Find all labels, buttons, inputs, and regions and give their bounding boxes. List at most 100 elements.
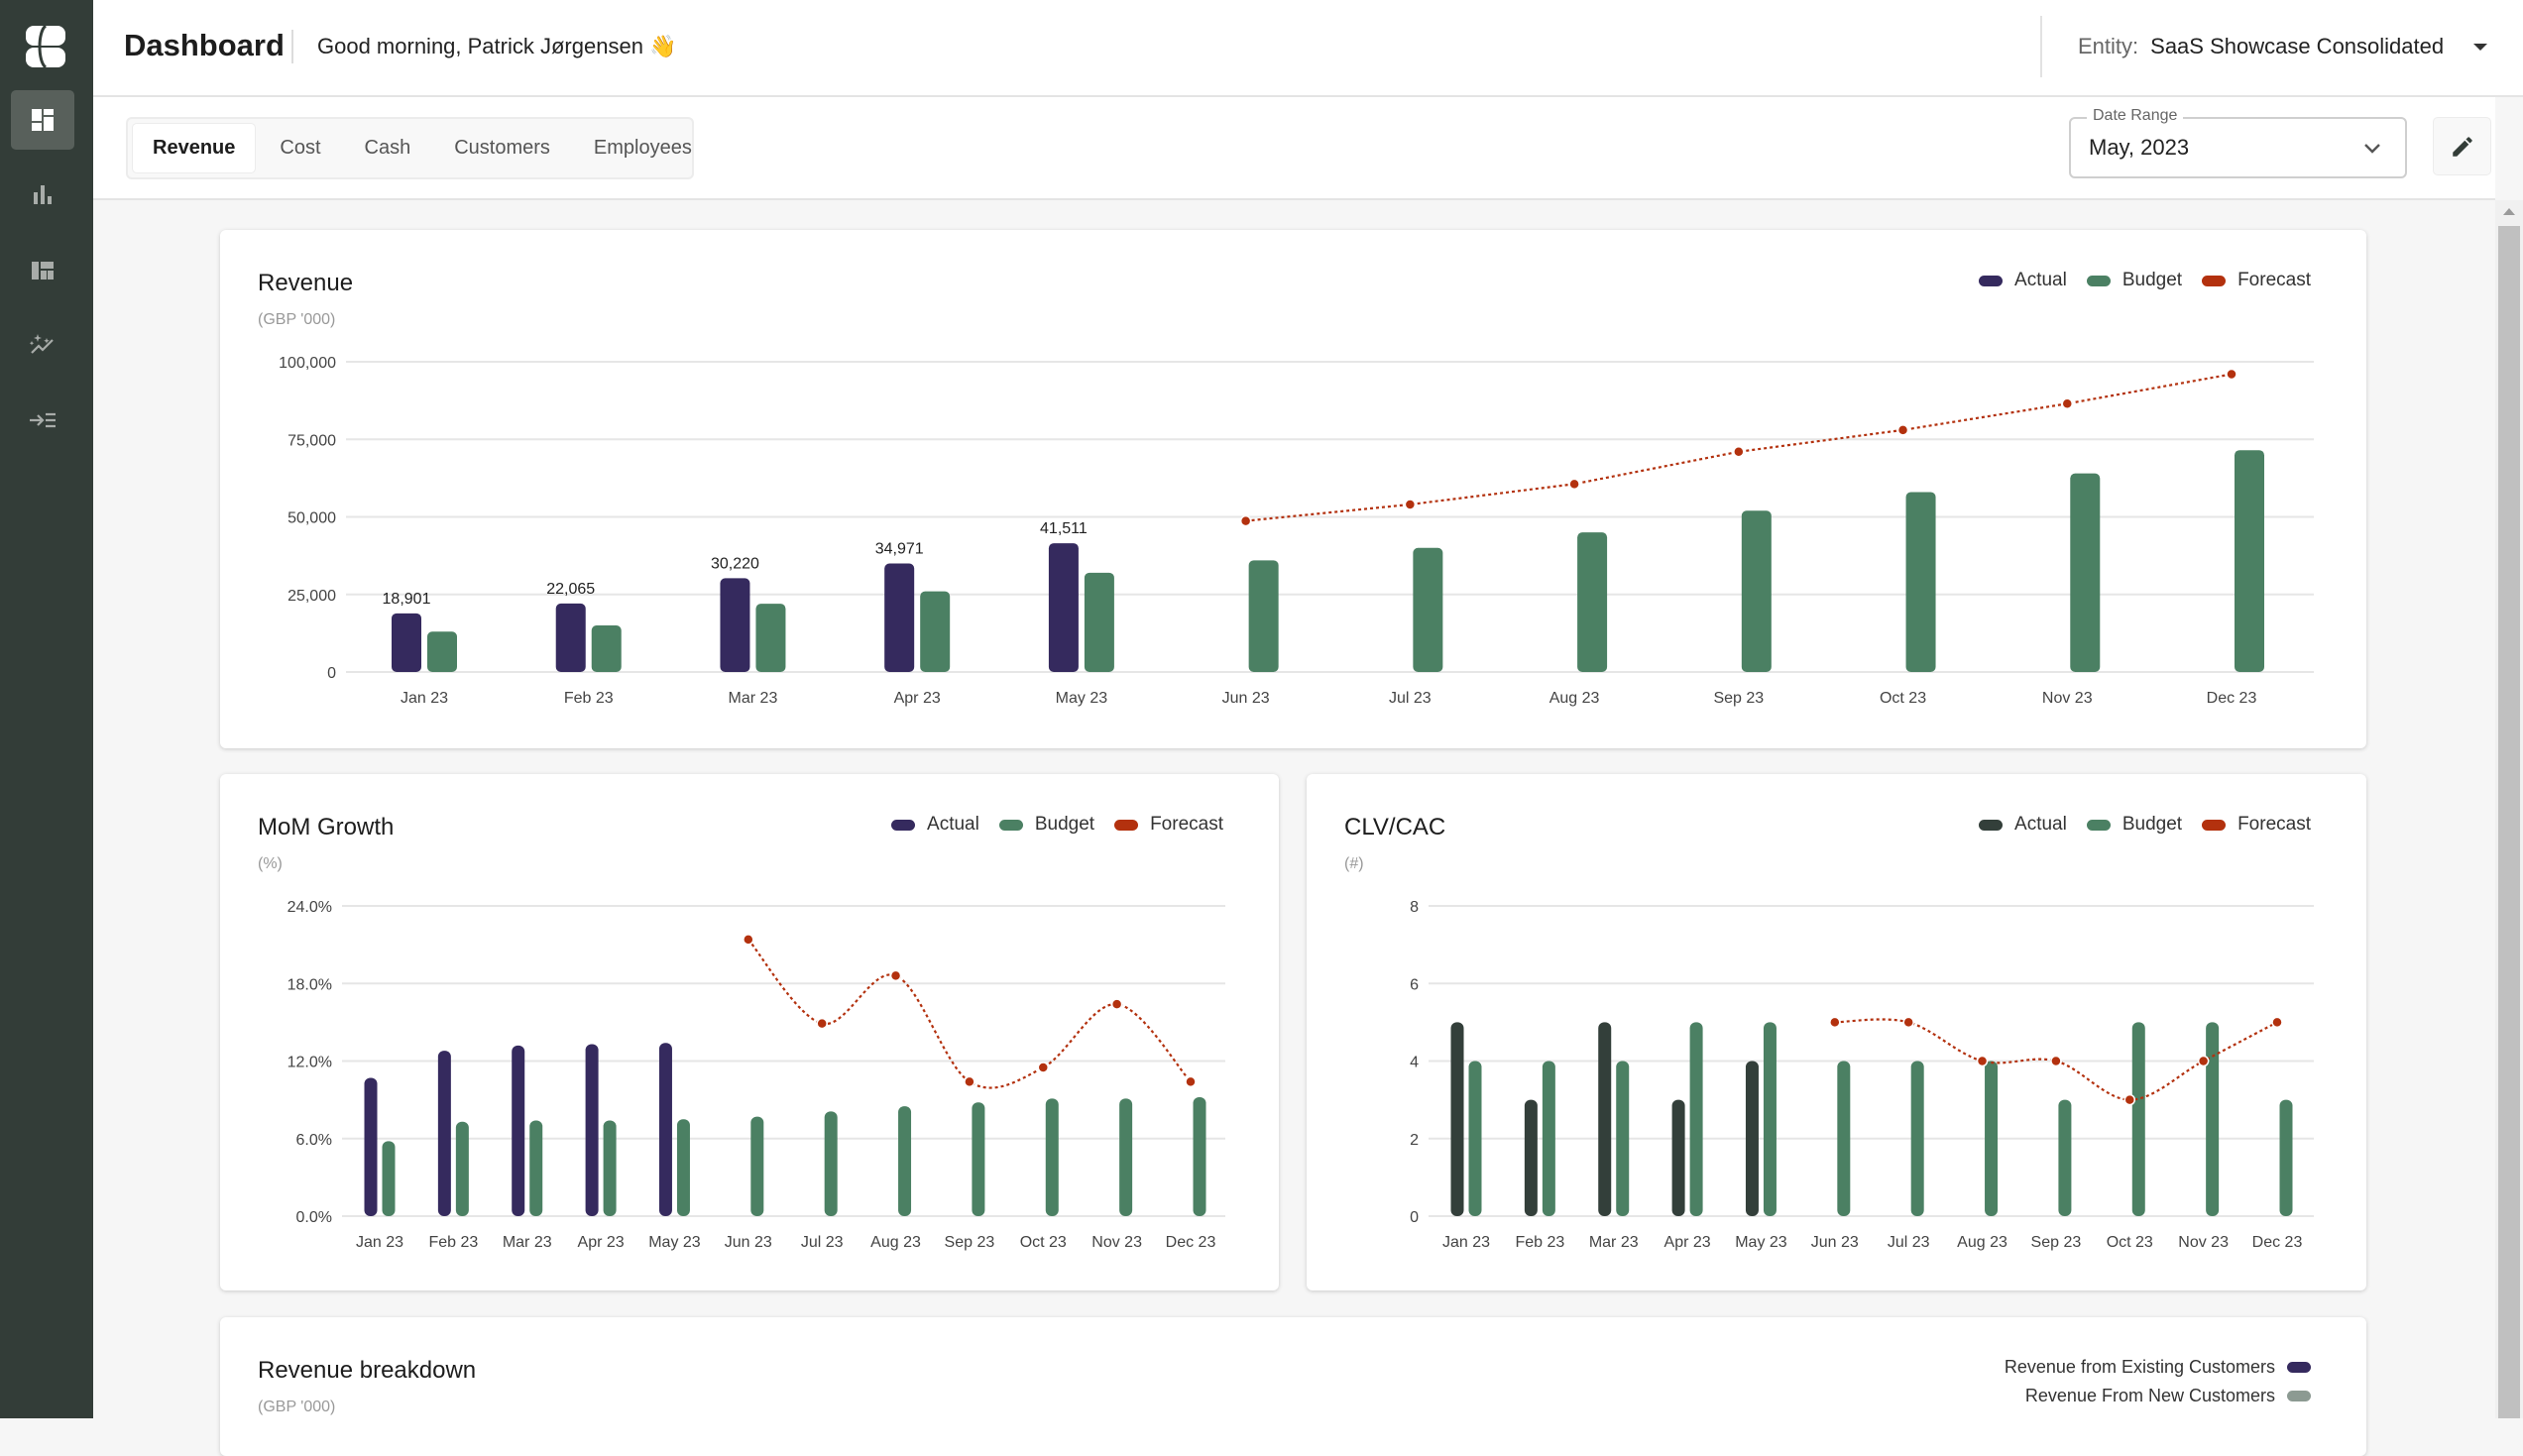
bar-actual <box>392 614 421 672</box>
sidebar-item-insights[interactable] <box>11 314 74 374</box>
divider <box>2040 16 2042 77</box>
bar-budget <box>2206 1022 2219 1216</box>
revenue-card: Revenue (GBP '000) Actual Budget Forecas… <box>220 230 2366 748</box>
tab-revenue[interactable]: Revenue <box>132 123 256 173</box>
bar-budget <box>529 1120 542 1216</box>
forecast-point <box>2199 1057 2209 1066</box>
bar-budget <box>755 604 785 672</box>
x-tick-label: Jun 23 <box>725 1234 772 1251</box>
data-label: 41,511 <box>1040 520 1088 537</box>
bar-budget <box>456 1122 469 1216</box>
data-label: 18,901 <box>383 591 431 608</box>
bar-chart-icon <box>31 182 55 206</box>
y-tick-label: 0 <box>1410 1209 1419 1226</box>
bar-actual <box>1746 1062 1759 1217</box>
forecast-point <box>1186 1076 1196 1086</box>
x-tick-label: Jul 23 <box>801 1234 844 1251</box>
top-header: Dashboard Good morning, Patrick Jørgense… <box>93 0 2523 97</box>
y-tick-label: 18.0% <box>287 976 332 993</box>
x-tick-label: Aug 23 <box>870 1234 921 1251</box>
chevron-down-icon <box>2361 137 2383 159</box>
entity-selector[interactable]: Entity: SaaS Showcase Consolidated <box>2078 34 2487 59</box>
forecast-point <box>2124 1095 2134 1105</box>
bar-actual <box>1598 1022 1611 1216</box>
legend-existing-customers[interactable]: Revenue from Existing Customers <box>2005 1357 2311 1378</box>
x-tick-label: Apr 23 <box>578 1234 625 1251</box>
chart-unit: (GBP '000) <box>258 1399 335 1416</box>
forecast-point <box>1830 1017 1840 1027</box>
forecast-point <box>2051 1057 2061 1066</box>
y-tick-label: 6 <box>1410 976 1419 993</box>
bar-budget <box>1543 1062 1555 1217</box>
x-tick-label: Sep 23 <box>2031 1234 2082 1251</box>
scrollbar[interactable] <box>2495 200 2523 1418</box>
dashboard-icon <box>31 108 55 132</box>
tab-customers[interactable]: Customers <box>434 123 570 173</box>
legend-new-customers[interactable]: Revenue From New Customers <box>2025 1386 2311 1406</box>
x-tick-label: Dec 23 <box>2252 1234 2303 1251</box>
scroll-up-icon[interactable] <box>2503 208 2515 215</box>
bar-budget <box>920 592 950 672</box>
sidebar-item-expand[interactable] <box>11 391 74 450</box>
scrollbar-thumb[interactable] <box>2498 226 2520 1418</box>
data-label: 22,065 <box>546 581 595 598</box>
x-tick-label: Mar 23 <box>1589 1234 1639 1251</box>
x-tick-label: Apr 23 <box>1664 1234 1711 1251</box>
x-tick-label: Jan 23 <box>401 690 448 707</box>
forecast-point <box>2227 370 2236 380</box>
bar-budget <box>1119 1098 1132 1216</box>
x-tick-label: Mar 23 <box>503 1234 552 1251</box>
bar-budget <box>1469 1062 1482 1217</box>
x-tick-label: Nov 23 <box>1091 1234 1142 1251</box>
forecast-point <box>1903 1017 1913 1027</box>
y-tick-label: 4 <box>1410 1055 1419 1071</box>
tab-cash[interactable]: Cash <box>345 123 431 173</box>
bar-budget <box>383 1141 396 1216</box>
bar-budget <box>592 625 622 672</box>
tab-cost[interactable]: Cost <box>260 123 340 173</box>
x-tick-label: Aug 23 <box>1549 690 1600 707</box>
bar-budget <box>1413 548 1442 672</box>
expand-menu-icon <box>29 410 57 430</box>
date-range-select[interactable]: Date Range May, 2023 <box>2069 117 2407 178</box>
sidebar-item-layouts[interactable] <box>11 241 74 300</box>
y-tick-label: 2 <box>1410 1132 1419 1149</box>
forecast-point <box>744 935 753 945</box>
bar-budget <box>1837 1062 1850 1217</box>
bar-budget <box>1911 1062 1924 1217</box>
insights-icon <box>29 332 57 356</box>
date-range-label: Date Range <box>2087 107 2183 125</box>
y-tick-label: 0 <box>327 665 336 682</box>
entity-label: Entity: <box>2078 34 2138 59</box>
x-tick-label: May 23 <box>648 1234 701 1251</box>
bar-actual <box>884 564 914 672</box>
x-tick-label: Feb 23 <box>428 1234 478 1251</box>
x-tick-label: May 23 <box>1735 1234 1787 1251</box>
sidebar-item-dashboard[interactable] <box>11 90 74 150</box>
bar-budget <box>1742 510 1772 672</box>
x-tick-label: Jul 23 <box>1888 1234 1930 1251</box>
bar-actual <box>720 578 749 672</box>
x-tick-label: Aug 23 <box>1957 1234 2007 1251</box>
forecast-point <box>2062 398 2072 408</box>
x-tick-label: Sep 23 <box>1713 690 1764 707</box>
bar-budget <box>2235 450 2264 672</box>
tab-employees[interactable]: Employees <box>574 123 712 173</box>
caret-down-icon <box>2473 44 2487 51</box>
bar-budget <box>1577 532 1607 672</box>
bar-budget <box>604 1120 617 1216</box>
forecast-point <box>2272 1017 2282 1027</box>
bar-actual <box>556 604 586 672</box>
toolbar: Revenue Cost Cash Customers Employees Da… <box>93 97 2495 200</box>
x-tick-label: Mar 23 <box>729 690 778 707</box>
forecast-point <box>1241 516 1251 526</box>
bar-actual <box>1049 543 1079 672</box>
sidebar-item-reports[interactable] <box>11 165 74 224</box>
forecast-point <box>817 1019 827 1029</box>
forecast-point <box>1038 1063 1048 1072</box>
y-tick-label: 25,000 <box>287 588 336 605</box>
edit-button[interactable] <box>2433 117 2491 175</box>
app-logo[interactable] <box>24 24 67 69</box>
